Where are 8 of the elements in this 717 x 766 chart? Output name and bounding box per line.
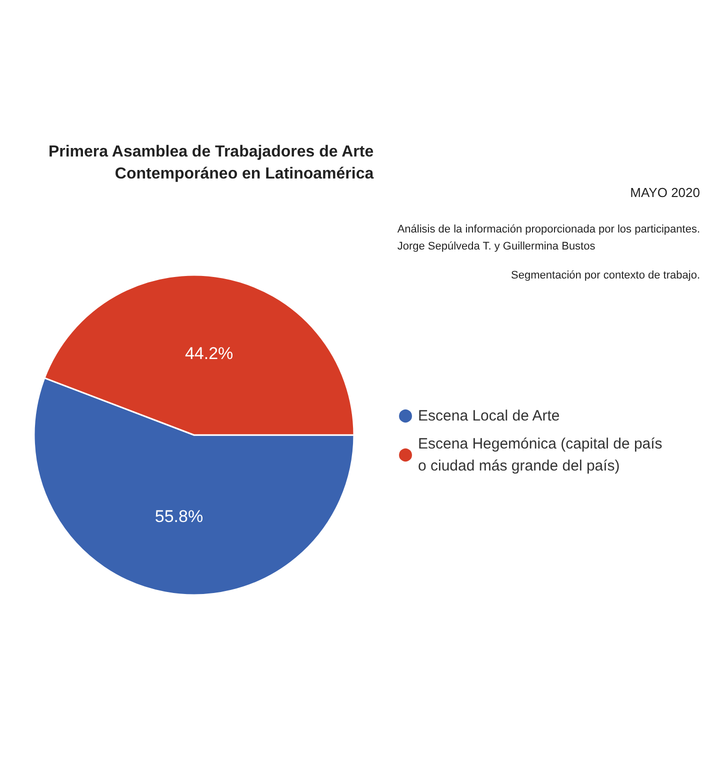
text: Análisis de la información proporcionada por los participantes. Jorge Sepúlveda T. y Guillermina Bustos bbox=[397, 224, 700, 252]
text: Segmentación por contexto de trabajo. bbox=[511, 270, 700, 282]
chart-subtitle: MAYO 2020 bbox=[630, 185, 700, 200]
data-label: 55.8% bbox=[154, 507, 204, 526]
data-label: 44.2% bbox=[184, 344, 234, 363]
chart-title: Primera Asamblea de Trabajadores de Arte Contemporáneo en Latinoamérica bbox=[48, 144, 374, 182]
legend-label: Escena Local de Arte bbox=[418, 408, 560, 424]
legend-label: Escena Hegemónica (capital de país o ciudad más grande del país) bbox=[418, 436, 666, 474]
